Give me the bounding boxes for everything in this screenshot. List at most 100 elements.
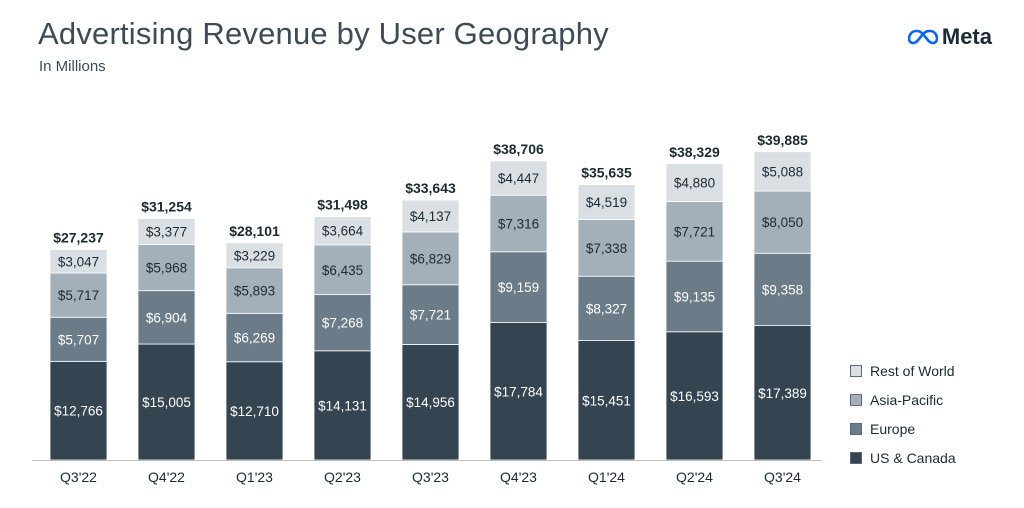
legend-item: Europe xyxy=(850,414,956,443)
bar-segment xyxy=(225,267,284,314)
legend-item: Asia-Pacific xyxy=(850,385,956,414)
bar-segment xyxy=(49,249,108,274)
bar-segment xyxy=(49,316,108,362)
bar-total-label: $31,254 xyxy=(141,198,192,214)
legend-swatch xyxy=(850,393,862,406)
bar-value-label: $5,717 xyxy=(58,288,99,303)
bar-segment xyxy=(489,251,548,323)
bar-segment xyxy=(753,190,812,254)
bar-segment xyxy=(665,260,724,333)
bar-value-label: $7,316 xyxy=(498,217,539,232)
bar-value-label: $3,229 xyxy=(234,248,275,263)
bar-value-label: $6,269 xyxy=(234,331,275,346)
bar-value-label: $4,137 xyxy=(410,209,451,224)
bar-segment xyxy=(753,325,812,461)
bar-value-label: $3,377 xyxy=(146,225,187,240)
bar-segment xyxy=(753,252,812,327)
bar-value-label: $7,721 xyxy=(410,308,451,323)
bar-value-label: $9,159 xyxy=(498,280,539,295)
bar-value-label: $12,710 xyxy=(230,404,279,419)
meta-infinity-icon xyxy=(907,29,938,45)
bar-value-label: $12,766 xyxy=(54,404,103,419)
bar-value-label: $14,131 xyxy=(318,398,367,413)
bar-segment xyxy=(225,312,284,363)
bar-segment xyxy=(577,219,636,277)
bar-value-label: $7,721 xyxy=(674,224,715,239)
bar-value-label: $7,338 xyxy=(586,241,627,256)
bar-segment xyxy=(225,242,284,269)
legend-label: Rest of World xyxy=(870,362,955,379)
bar-segment xyxy=(401,199,460,233)
bar-value-label: $17,784 xyxy=(494,384,543,399)
bar-total-label: $31,498 xyxy=(317,197,368,213)
bar-segment xyxy=(665,331,724,461)
bar-value-label: $5,088 xyxy=(762,164,803,179)
bar-segment xyxy=(489,194,548,253)
bar-value-label: $6,904 xyxy=(146,310,188,325)
bar-value-label: $3,047 xyxy=(58,254,99,269)
bar-total-label: $38,706 xyxy=(493,141,544,157)
bar-segment xyxy=(577,275,636,341)
bar-value-label: $4,880 xyxy=(674,176,715,191)
bar-value-label: $3,664 xyxy=(322,224,364,239)
bar-value-label: $7,268 xyxy=(322,316,363,331)
x-tick-label: Q1'23 xyxy=(236,469,273,485)
bar-segment xyxy=(313,294,372,352)
bar-value-label: $9,135 xyxy=(674,289,715,304)
bar-value-label: $9,358 xyxy=(762,282,803,297)
bar-value-label: $15,451 xyxy=(582,393,631,408)
bar-total-label: $35,635 xyxy=(581,165,632,181)
bar-total-label: $38,329 xyxy=(669,144,720,160)
bar-value-label: $17,389 xyxy=(758,386,807,401)
bar-value-label: $4,447 xyxy=(498,171,539,186)
bar-segment xyxy=(401,284,460,345)
bar-total-label: $27,237 xyxy=(53,230,104,246)
chart-subtitle: In Millions xyxy=(39,58,106,75)
bar-value-label: $8,050 xyxy=(762,215,803,230)
x-tick-label: Q1'24 xyxy=(588,469,625,485)
x-tick-label: Q4'23 xyxy=(500,469,537,485)
x-tick-label: Q3'23 xyxy=(412,469,449,485)
legend-swatch xyxy=(850,422,862,435)
legend-label: US & Canada xyxy=(870,449,956,466)
bar-value-label: $5,968 xyxy=(146,261,187,276)
x-tick-label: Q3'24 xyxy=(764,469,801,485)
x-tick-label: Q4'22 xyxy=(148,469,185,485)
bar-segment xyxy=(753,151,812,192)
bar-segment xyxy=(489,160,548,196)
chart-legend: Rest of World Asia-Pacific Europe US & Cana… xyxy=(850,356,956,472)
x-tick-label: Q2'23 xyxy=(324,469,361,485)
legend-swatch xyxy=(850,451,862,464)
meta-logo: Meta xyxy=(907,24,992,50)
bar-value-label: $5,893 xyxy=(234,284,275,299)
legend-label: Europe xyxy=(870,420,916,437)
bar-value-label: $4,519 xyxy=(586,195,627,210)
legend-item: Rest of World xyxy=(850,356,956,385)
bar-total-label: $39,885 xyxy=(757,132,808,148)
legend-item: US & Canada xyxy=(850,443,956,472)
bar-segment xyxy=(577,184,636,220)
bar-total-label: $33,643 xyxy=(405,180,456,196)
bar-segment xyxy=(665,163,724,202)
x-tick-label: Q2'24 xyxy=(676,469,713,485)
bar-value-label: $6,435 xyxy=(322,263,363,278)
bar-segment xyxy=(665,201,724,262)
bar-segment xyxy=(137,290,196,345)
bar-value-label: $5,707 xyxy=(58,332,99,347)
bar-segment xyxy=(401,344,460,461)
bar-value-label: $15,005 xyxy=(142,395,191,410)
bar-value-label: $14,956 xyxy=(406,395,455,410)
legend-label: Asia-Pacific xyxy=(870,391,944,408)
x-tick-label: Q3'22 xyxy=(60,469,97,485)
bar-segment xyxy=(313,244,372,296)
bar-segment xyxy=(313,216,372,246)
chart-title: Advertising Revenue by User Geography xyxy=(38,16,609,51)
legend-swatch xyxy=(850,364,862,377)
bar-value-label: $6,829 xyxy=(410,251,451,266)
bar-segment xyxy=(137,218,196,245)
bar-segment xyxy=(313,350,372,461)
bar-value-label: $16,593 xyxy=(670,389,719,404)
bar-segment xyxy=(225,361,284,461)
meta-logo-text: Meta xyxy=(941,24,992,49)
